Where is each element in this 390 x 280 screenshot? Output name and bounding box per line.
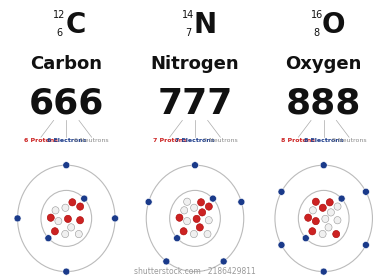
Text: 6 Protons: 6 Protons <box>24 137 58 143</box>
Ellipse shape <box>309 228 316 235</box>
Text: 6 Neutrons: 6 Neutrons <box>74 137 109 143</box>
Text: 8 Protons: 8 Protons <box>281 137 316 143</box>
Ellipse shape <box>322 215 329 223</box>
Ellipse shape <box>184 218 191 225</box>
Text: 7 Protons: 7 Protons <box>152 137 187 143</box>
Ellipse shape <box>362 241 369 249</box>
Ellipse shape <box>112 215 119 222</box>
Ellipse shape <box>191 162 199 169</box>
Ellipse shape <box>47 214 54 221</box>
Ellipse shape <box>196 224 203 231</box>
Ellipse shape <box>325 224 332 231</box>
Ellipse shape <box>312 198 319 206</box>
Ellipse shape <box>190 230 197 238</box>
Ellipse shape <box>163 258 170 265</box>
Ellipse shape <box>184 198 191 206</box>
Ellipse shape <box>64 215 71 223</box>
Ellipse shape <box>193 215 200 223</box>
Ellipse shape <box>209 195 216 202</box>
Ellipse shape <box>334 203 341 210</box>
Ellipse shape <box>333 230 340 238</box>
Ellipse shape <box>63 268 70 275</box>
Ellipse shape <box>319 204 326 211</box>
Ellipse shape <box>206 203 213 210</box>
Text: 7 Electrons: 7 Electrons <box>175 137 215 143</box>
Text: 666: 666 <box>28 87 104 121</box>
Ellipse shape <box>52 207 59 214</box>
Ellipse shape <box>278 241 285 249</box>
Text: N: N <box>193 11 216 39</box>
Text: 7: 7 <box>185 28 191 38</box>
Text: Nitrogen: Nitrogen <box>151 55 239 73</box>
Ellipse shape <box>69 199 76 206</box>
Ellipse shape <box>278 188 285 195</box>
Ellipse shape <box>51 228 58 235</box>
Ellipse shape <box>205 217 212 224</box>
Ellipse shape <box>45 235 52 242</box>
Ellipse shape <box>176 214 183 221</box>
Ellipse shape <box>204 230 211 238</box>
Text: 6 Electrons: 6 Electrons <box>46 137 86 143</box>
Text: Carbon: Carbon <box>30 55 102 73</box>
Ellipse shape <box>334 217 341 224</box>
Ellipse shape <box>67 224 74 231</box>
Ellipse shape <box>326 199 333 206</box>
Ellipse shape <box>174 235 181 242</box>
Text: 6: 6 <box>56 28 62 38</box>
Ellipse shape <box>320 268 327 275</box>
Ellipse shape <box>197 199 204 206</box>
Ellipse shape <box>145 199 152 206</box>
Text: 888: 888 <box>286 87 362 121</box>
Text: 8: 8 <box>314 28 320 38</box>
Text: 8 Neutrons: 8 Neutrons <box>332 137 366 143</box>
Ellipse shape <box>305 214 312 221</box>
Ellipse shape <box>362 188 369 195</box>
Ellipse shape <box>55 218 62 225</box>
Ellipse shape <box>309 207 316 214</box>
Ellipse shape <box>81 195 88 202</box>
Text: O: O <box>322 11 345 39</box>
Text: 14: 14 <box>182 10 194 20</box>
Ellipse shape <box>76 217 83 224</box>
Text: 8 Electrons: 8 Electrons <box>304 137 344 143</box>
Ellipse shape <box>62 230 69 238</box>
Text: 12: 12 <box>53 10 66 20</box>
Ellipse shape <box>75 230 82 238</box>
Text: 7 Neutrons: 7 Neutrons <box>203 137 238 143</box>
Text: C: C <box>66 11 86 39</box>
Ellipse shape <box>338 195 345 202</box>
Ellipse shape <box>62 204 69 211</box>
Text: Oxygen: Oxygen <box>285 55 362 73</box>
Ellipse shape <box>191 204 198 211</box>
Ellipse shape <box>180 228 187 235</box>
Ellipse shape <box>181 207 188 214</box>
Ellipse shape <box>302 235 309 242</box>
Ellipse shape <box>327 209 334 216</box>
Ellipse shape <box>238 199 245 206</box>
Ellipse shape <box>14 215 21 222</box>
Ellipse shape <box>77 203 84 210</box>
Text: 16: 16 <box>310 10 323 20</box>
Text: shutterstock.com · 2186429811: shutterstock.com · 2186429811 <box>134 267 256 276</box>
Ellipse shape <box>312 218 319 225</box>
Text: 777: 777 <box>157 87 233 121</box>
Ellipse shape <box>63 162 70 169</box>
Ellipse shape <box>199 209 206 216</box>
Ellipse shape <box>320 162 327 169</box>
Ellipse shape <box>220 258 227 265</box>
Ellipse shape <box>319 230 326 238</box>
